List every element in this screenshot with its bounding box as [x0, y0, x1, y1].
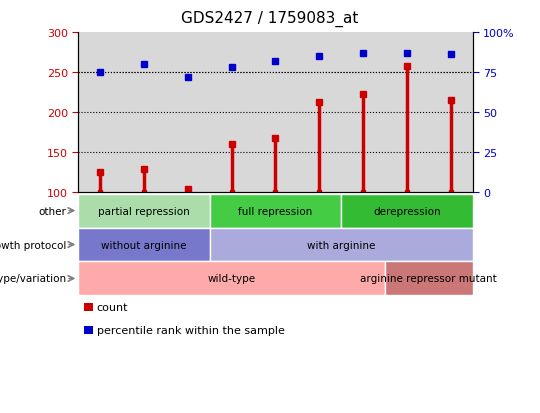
Text: partial repression: partial repression	[98, 206, 190, 216]
Text: count: count	[97, 302, 128, 312]
Text: GDS2427 / 1759083_at: GDS2427 / 1759083_at	[181, 10, 359, 26]
Text: without arginine: without arginine	[102, 240, 187, 250]
Text: wild-type: wild-type	[207, 274, 255, 284]
Text: growth protocol: growth protocol	[0, 240, 66, 250]
Text: percentile rank within the sample: percentile rank within the sample	[97, 325, 285, 335]
Text: full repression: full repression	[238, 206, 313, 216]
Text: genotype/variation: genotype/variation	[0, 274, 66, 284]
Text: derepression: derepression	[373, 206, 441, 216]
Text: other: other	[38, 206, 66, 216]
Text: arginine repressor mutant: arginine repressor mutant	[360, 274, 497, 284]
Text: with arginine: with arginine	[307, 240, 375, 250]
